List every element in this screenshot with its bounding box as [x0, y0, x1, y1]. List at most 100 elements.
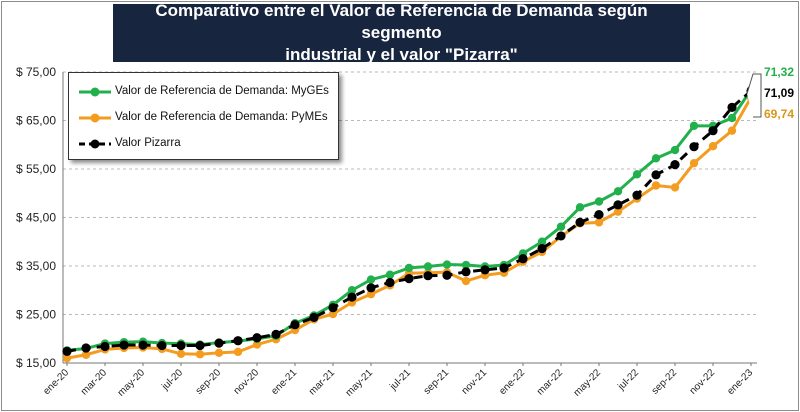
y-tick-label: $ 35,00: [16, 259, 56, 273]
data-point: [404, 274, 414, 284]
data-point: [328, 303, 338, 313]
data-point: [309, 312, 319, 323]
data-point: [157, 340, 167, 351]
data-point: [442, 260, 452, 269]
data-point: [461, 260, 471, 270]
x-tick-label: nov-20: [232, 367, 262, 397]
data-point: [670, 160, 680, 170]
data-point: [271, 329, 281, 339]
x-tick-label: sep-22: [650, 367, 680, 397]
data-point: [233, 336, 243, 346]
end-value-label: 71,32: [764, 65, 794, 79]
data-point: [727, 113, 737, 123]
x-tick-label: may-21: [344, 367, 376, 399]
data-point: [461, 276, 471, 286]
x-tick-label: may-22: [572, 367, 604, 399]
data-point: [328, 309, 338, 319]
data-point: [119, 340, 129, 350]
end-value-label: 69,74: [764, 107, 794, 121]
data-point: [518, 254, 528, 264]
legend-item-mygEs: Valor de Referencia de Demanda: MyGEs: [69, 82, 338, 102]
data-point: [575, 217, 585, 227]
data-point: [537, 237, 547, 246]
end-label-callout: [746, 73, 762, 118]
x-tick-label: jul-20: [159, 367, 185, 393]
data-point: [708, 126, 718, 136]
data-point: [632, 190, 642, 200]
data-point: [613, 187, 623, 196]
chart-title: Comparativo entre el Valor de Referencia…: [113, 1, 690, 64]
data-point: [100, 341, 110, 352]
legend: Valor de Referencia de Demanda: MyGEs Va…: [68, 72, 339, 160]
end-value-label: 71,09: [764, 86, 794, 100]
data-point: [651, 154, 661, 163]
data-point: [537, 243, 547, 254]
x-tick-label: may-20: [116, 367, 148, 399]
chart-title-line-1: Comparativo entre el Valor de Referencia…: [155, 1, 648, 42]
data-point: [727, 102, 737, 113]
y-tick-label: $ 15,00: [16, 356, 56, 370]
y-tick-label: $ 25,00: [16, 308, 56, 322]
data-point: [176, 340, 186, 351]
data-point: [290, 320, 300, 330]
data-point: [62, 353, 72, 363]
x-tick-label: nov-21: [460, 367, 490, 397]
data-point: [556, 231, 566, 241]
data-point: [708, 142, 718, 151]
data-point: [252, 340, 262, 349]
y-tick-label: $ 65,00: [16, 114, 56, 128]
x-tick-label: jul-22: [615, 367, 641, 393]
legend-label-pymEs: Valor de Referencia de Demanda: PyMEs: [115, 111, 328, 123]
legend-marker-pizarra: [79, 139, 111, 149]
data-point: [138, 340, 148, 350]
data-point: [366, 283, 376, 293]
data-point: [651, 181, 661, 190]
data-point: [62, 346, 72, 356]
x-tick-label: sep-20: [194, 367, 224, 397]
x-tick-label: mar-22: [535, 367, 565, 397]
data-point: [670, 145, 680, 155]
data-point: [214, 348, 224, 358]
data-point: [81, 343, 91, 353]
x-tick-label: ene-20: [41, 367, 71, 397]
data-point: [613, 207, 623, 216]
data-point: [499, 263, 509, 273]
data-point: [556, 222, 566, 231]
data-point: [176, 349, 186, 358]
data-point: [689, 142, 699, 152]
data-point: [594, 218, 604, 227]
data-point: [252, 333, 262, 343]
legend-marker-mygEs: [79, 87, 111, 97]
data-point: [195, 340, 205, 351]
data-point: [385, 277, 395, 288]
legend-label-mygEs: Valor de Referencia de Demanda: MyGEs: [115, 85, 329, 97]
data-point: [632, 170, 642, 179]
data-point: [214, 338, 224, 348]
y-tick-label: $ 55,00: [16, 162, 56, 176]
legend-item-pizarra: Valor Pizarra: [69, 134, 338, 154]
legend-marker-pymEs: [79, 113, 111, 123]
data-point: [689, 121, 699, 131]
data-point: [233, 347, 243, 357]
legend-label-pizarra: Valor Pizarra: [115, 137, 181, 149]
data-point: [385, 270, 395, 279]
data-point: [651, 170, 661, 180]
data-point: [575, 203, 585, 212]
x-tick-label: ene-23: [725, 367, 755, 397]
y-tick-label: $ 45,00: [16, 211, 56, 225]
data-point: [195, 350, 205, 359]
y-tick-label: $ 75,00: [16, 65, 56, 79]
legend-item-pymEs: Valor de Referencia de Demanda: PyMEs: [69, 108, 338, 128]
x-tick-label: mar-20: [79, 367, 109, 397]
data-point: [366, 289, 376, 299]
x-tick-label: mar-21: [307, 367, 337, 397]
data-point: [366, 275, 376, 284]
chart-title-line-2: industrial y el valor "Pizarra": [285, 45, 518, 64]
data-point: [461, 267, 471, 277]
data-point: [423, 262, 433, 271]
data-point: [81, 350, 91, 359]
data-point: [480, 265, 490, 275]
x-tick-label: nov-22: [688, 367, 718, 397]
data-point: [347, 292, 357, 302]
